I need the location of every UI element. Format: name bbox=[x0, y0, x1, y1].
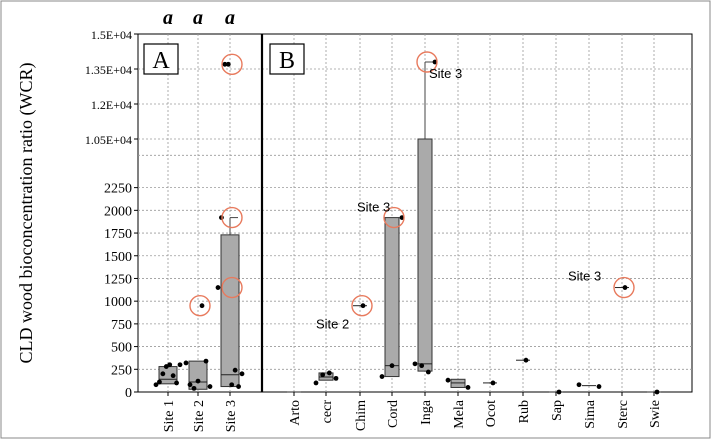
y-tick-label: 750 bbox=[111, 318, 132, 333]
x-tick-label: Inga bbox=[419, 399, 434, 425]
data-point bbox=[419, 363, 425, 369]
box-site-3 bbox=[220, 234, 240, 388]
highlight-circle bbox=[221, 53, 243, 76]
data-point bbox=[183, 360, 189, 366]
data-point bbox=[313, 380, 319, 386]
highlight-circle bbox=[613, 276, 635, 299]
data-point bbox=[412, 361, 418, 367]
annotation-label: Site 2 bbox=[316, 317, 349, 332]
data-point bbox=[236, 384, 241, 389]
data-point bbox=[167, 362, 173, 368]
data-point bbox=[556, 389, 562, 395]
data-point bbox=[326, 370, 332, 376]
x-tick-label: Mela bbox=[452, 399, 467, 429]
data-point bbox=[379, 374, 385, 379]
y-tick-label: 1500 bbox=[104, 250, 132, 265]
data-point bbox=[622, 285, 628, 290]
data-point bbox=[389, 363, 395, 369]
significance-letter: a bbox=[193, 7, 203, 29]
x-tick-label: Sap bbox=[550, 400, 565, 421]
data-point bbox=[399, 215, 405, 221]
annotation-label: Site 3 bbox=[429, 66, 462, 81]
y-tick-label: 1000 bbox=[104, 295, 132, 310]
data-point bbox=[654, 389, 660, 395]
data-point bbox=[187, 382, 193, 388]
y-tick-label: 2250 bbox=[104, 182, 132, 197]
significance-letter: a bbox=[163, 7, 173, 29]
y-tick-label: 250 bbox=[111, 363, 132, 378]
data-point bbox=[203, 358, 209, 364]
data-point bbox=[490, 380, 496, 386]
x-tick-label: Arto bbox=[288, 400, 303, 426]
data-point bbox=[425, 369, 431, 375]
y-tick-label: 500 bbox=[111, 341, 132, 356]
y-tick-label: 1750 bbox=[104, 227, 132, 242]
data-point bbox=[174, 380, 179, 386]
x-tick-label: Chim bbox=[354, 400, 369, 431]
data-point bbox=[215, 285, 221, 290]
panel-label-box bbox=[269, 43, 305, 75]
data-point bbox=[232, 367, 238, 373]
data-point bbox=[170, 373, 176, 379]
highlight-circle bbox=[189, 295, 211, 317]
data-point bbox=[360, 303, 366, 309]
box-cord bbox=[384, 217, 400, 378]
highlight-circle bbox=[416, 51, 438, 73]
x-tick-label: Site 3 bbox=[224, 400, 239, 432]
highlight-circle bbox=[383, 206, 405, 229]
highlight-circle bbox=[221, 206, 243, 229]
x-tick-label: Rub bbox=[517, 400, 532, 423]
x-tick-label: Sterc bbox=[616, 400, 631, 429]
data-point bbox=[596, 384, 602, 389]
data-point bbox=[153, 382, 159, 388]
y-tick-label: 1250 bbox=[104, 272, 132, 287]
data-point bbox=[523, 357, 529, 363]
annotation-label: Site 3 bbox=[357, 200, 390, 215]
y-tick-label: 1.35E+04 bbox=[85, 63, 132, 77]
y-axis-label: CLD wood bioconcentration ratio (WCR) bbox=[16, 63, 37, 364]
x-tick-label: Cord bbox=[386, 400, 401, 428]
significance-letter: a bbox=[225, 7, 235, 29]
highlight-circle bbox=[351, 295, 373, 317]
data-point bbox=[195, 378, 201, 384]
x-tick-label: Ocot bbox=[484, 400, 499, 427]
y-tick-label: 2000 bbox=[104, 204, 132, 219]
panel-label: A bbox=[152, 48, 170, 74]
box-inga bbox=[417, 138, 433, 372]
data-point bbox=[445, 377, 451, 383]
annotation-label: Site 3 bbox=[568, 269, 601, 284]
x-tick-label: cecr bbox=[320, 400, 335, 424]
panel-label: B bbox=[279, 48, 295, 74]
x-tick-label: Site 2 bbox=[192, 400, 207, 432]
data-point bbox=[225, 61, 231, 67]
data-point bbox=[157, 379, 162, 385]
data-point bbox=[239, 371, 245, 377]
data-point bbox=[222, 61, 228, 67]
data-point bbox=[199, 303, 205, 309]
x-tick-label: Sima bbox=[583, 399, 598, 429]
data-point bbox=[191, 385, 197, 391]
highlight-circle bbox=[221, 276, 243, 299]
data-point bbox=[160, 371, 166, 377]
data-point bbox=[333, 375, 339, 381]
data-point bbox=[229, 382, 235, 388]
data-point bbox=[432, 59, 438, 65]
panel-label-box bbox=[143, 43, 179, 75]
y-tick-label: 1.2E+04 bbox=[91, 98, 132, 112]
x-tick-label: Swie bbox=[648, 400, 663, 428]
x-tick-label: Site 1 bbox=[162, 400, 177, 432]
data-point bbox=[207, 384, 213, 389]
y-tick-label: 0 bbox=[125, 386, 132, 401]
data-point bbox=[320, 372, 326, 378]
y-tick-label: 1.5E+04 bbox=[91, 28, 132, 42]
data-point bbox=[576, 382, 582, 388]
y-tick-label: 1.05E+04 bbox=[85, 133, 132, 147]
data-point bbox=[465, 385, 471, 390]
data-point bbox=[177, 362, 183, 368]
